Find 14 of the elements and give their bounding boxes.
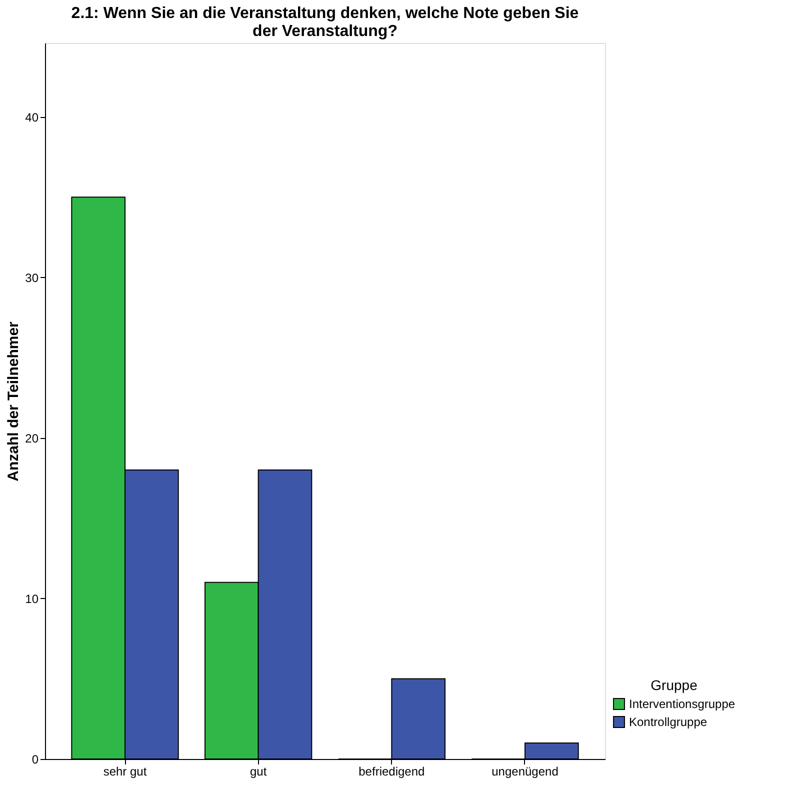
- x-tick-label: gut: [250, 764, 268, 778]
- y-tick-label: 30: [25, 270, 39, 285]
- y-tick-label: 0: [32, 752, 39, 766]
- x-tick-label: befriedigend: [358, 764, 425, 778]
- y-axis-title: Anzahl der Teilnehmer: [5, 321, 22, 482]
- legend-label: Kontrollgruppe: [629, 715, 708, 729]
- legend-label: Interventionsgruppe: [629, 697, 736, 711]
- y-tick-label: 40: [25, 110, 39, 124]
- y-tick-label: 20: [25, 431, 39, 446]
- legend-title: Gruppe: [650, 677, 698, 693]
- chart-title: 2.1: Wenn Sie an die Veranstaltung denken, welche Note geben Sie der Veranstaltung?: [71, 5, 579, 40]
- x-tick-label: ungenügend: [492, 764, 558, 778]
- y-tick-label: 10: [25, 592, 39, 606]
- x-tick-label: sehr gut: [103, 764, 148, 778]
